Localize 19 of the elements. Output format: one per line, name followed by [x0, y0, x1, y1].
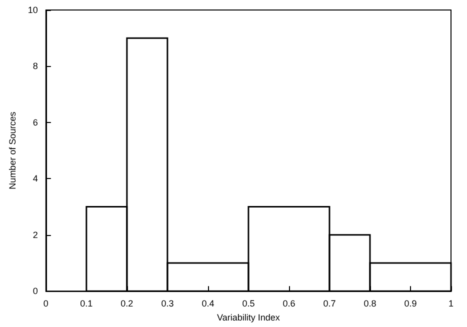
x-tick-label: 0 — [43, 298, 48, 309]
x-tick-label: 0.9 — [404, 298, 417, 309]
x-tick-label: 0.8 — [364, 298, 376, 309]
x-tick-label: 0.1 — [80, 298, 93, 309]
y-tick-label: 10 — [28, 5, 38, 15]
x-tick-label: 1 — [448, 298, 454, 309]
x-tick-label: 0.6 — [282, 298, 296, 309]
y-tick-label: 2 — [32, 230, 38, 240]
x-tick-label: 0.5 — [242, 298, 255, 309]
y-tick-label: 8 — [32, 61, 38, 72]
x-tick-label: 0.2 — [120, 298, 134, 309]
y-tick-label: 0 — [32, 286, 38, 296]
y-tick-label: 4 — [32, 174, 38, 184]
x-tick-label: 0.7 — [323, 298, 336, 309]
x-tick-label: 0.3 — [161, 298, 174, 309]
x-tick-label: 0.4 — [202, 298, 214, 309]
y-axis-title: Number of Sources — [8, 111, 18, 190]
y-tick-label: 6 — [32, 117, 38, 128]
x-axis-title: Variability Index — [217, 312, 280, 322]
